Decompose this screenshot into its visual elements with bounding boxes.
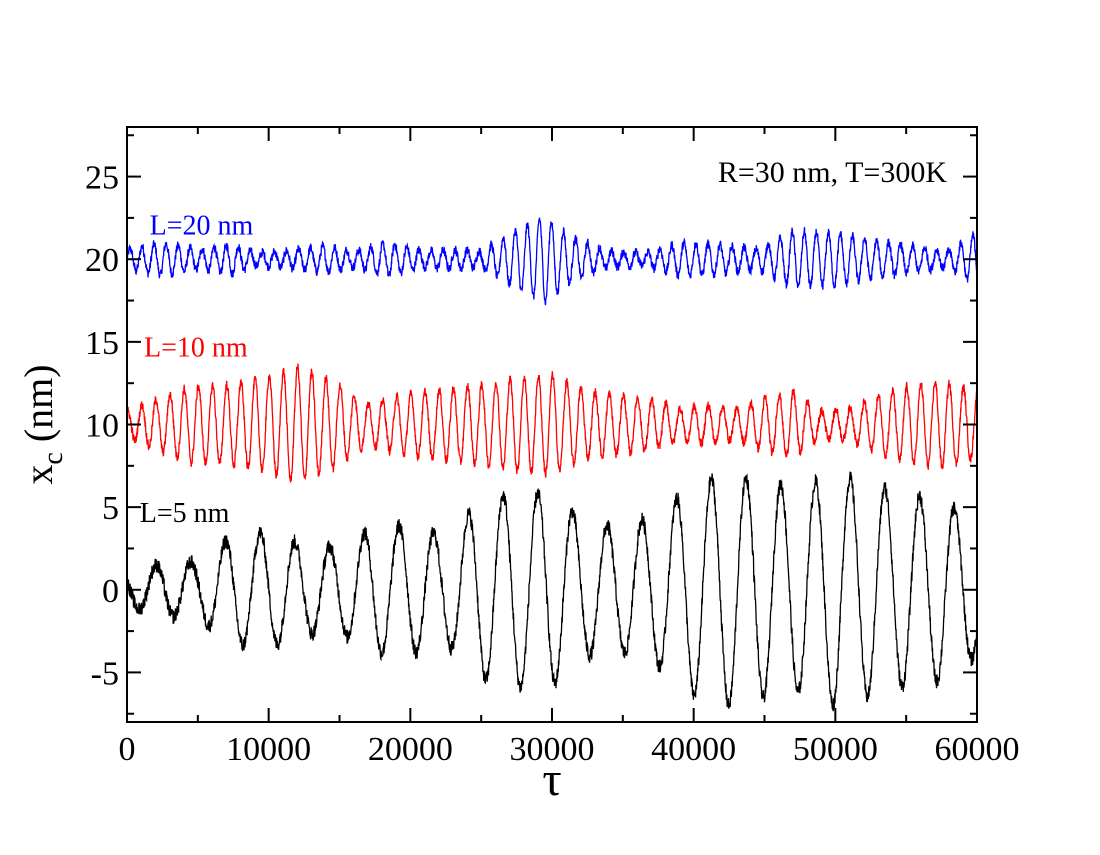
x-tick-label: 40000 (651, 731, 736, 768)
x-tick-label: 20000 (368, 731, 453, 768)
plot-frame (126, 126, 978, 723)
series-line-l-20-nm (126, 217, 978, 306)
x-tick-label: 60000 (935, 731, 1020, 768)
y-tick-label: -5 (91, 655, 119, 692)
y-axis-label-unit: (nm) (16, 364, 61, 452)
series-layer (126, 217, 978, 712)
y-tick-label: 0 (102, 573, 119, 610)
x-tick-label: 30000 (510, 731, 595, 768)
x-tick-label: 0 (119, 731, 136, 768)
x-tick-label: 10000 (226, 731, 311, 768)
x-axis-label: τ (542, 753, 561, 806)
x-tick-label: 50000 (793, 731, 878, 768)
tick-layer: 0 10000 20000 30000 40000 50000 60000 -5 0 5 10 15 2… (85, 127, 1020, 768)
series-label-l10: L=10 nm (144, 333, 248, 364)
y-tick-label: 15 (85, 325, 119, 362)
y-tick-label: 5 (102, 490, 119, 527)
chart-annotation: R=30 nm, T=300K (718, 156, 947, 189)
series-label-l20: L=20 nm (150, 210, 254, 241)
series-line-l-5-nm (126, 471, 978, 712)
series-label-l5: L=5 nm (140, 498, 230, 529)
y-tick-label: 20 (85, 242, 119, 279)
y-tick-label: 25 (85, 160, 119, 197)
y-tick-label: 10 (85, 408, 119, 445)
y-axis-label-subscript: c (38, 452, 69, 464)
y-axis-label: xc (nm) (16, 364, 69, 484)
series-line-l-10-nm (126, 363, 978, 483)
y-axis-label-main: x (16, 465, 61, 485)
